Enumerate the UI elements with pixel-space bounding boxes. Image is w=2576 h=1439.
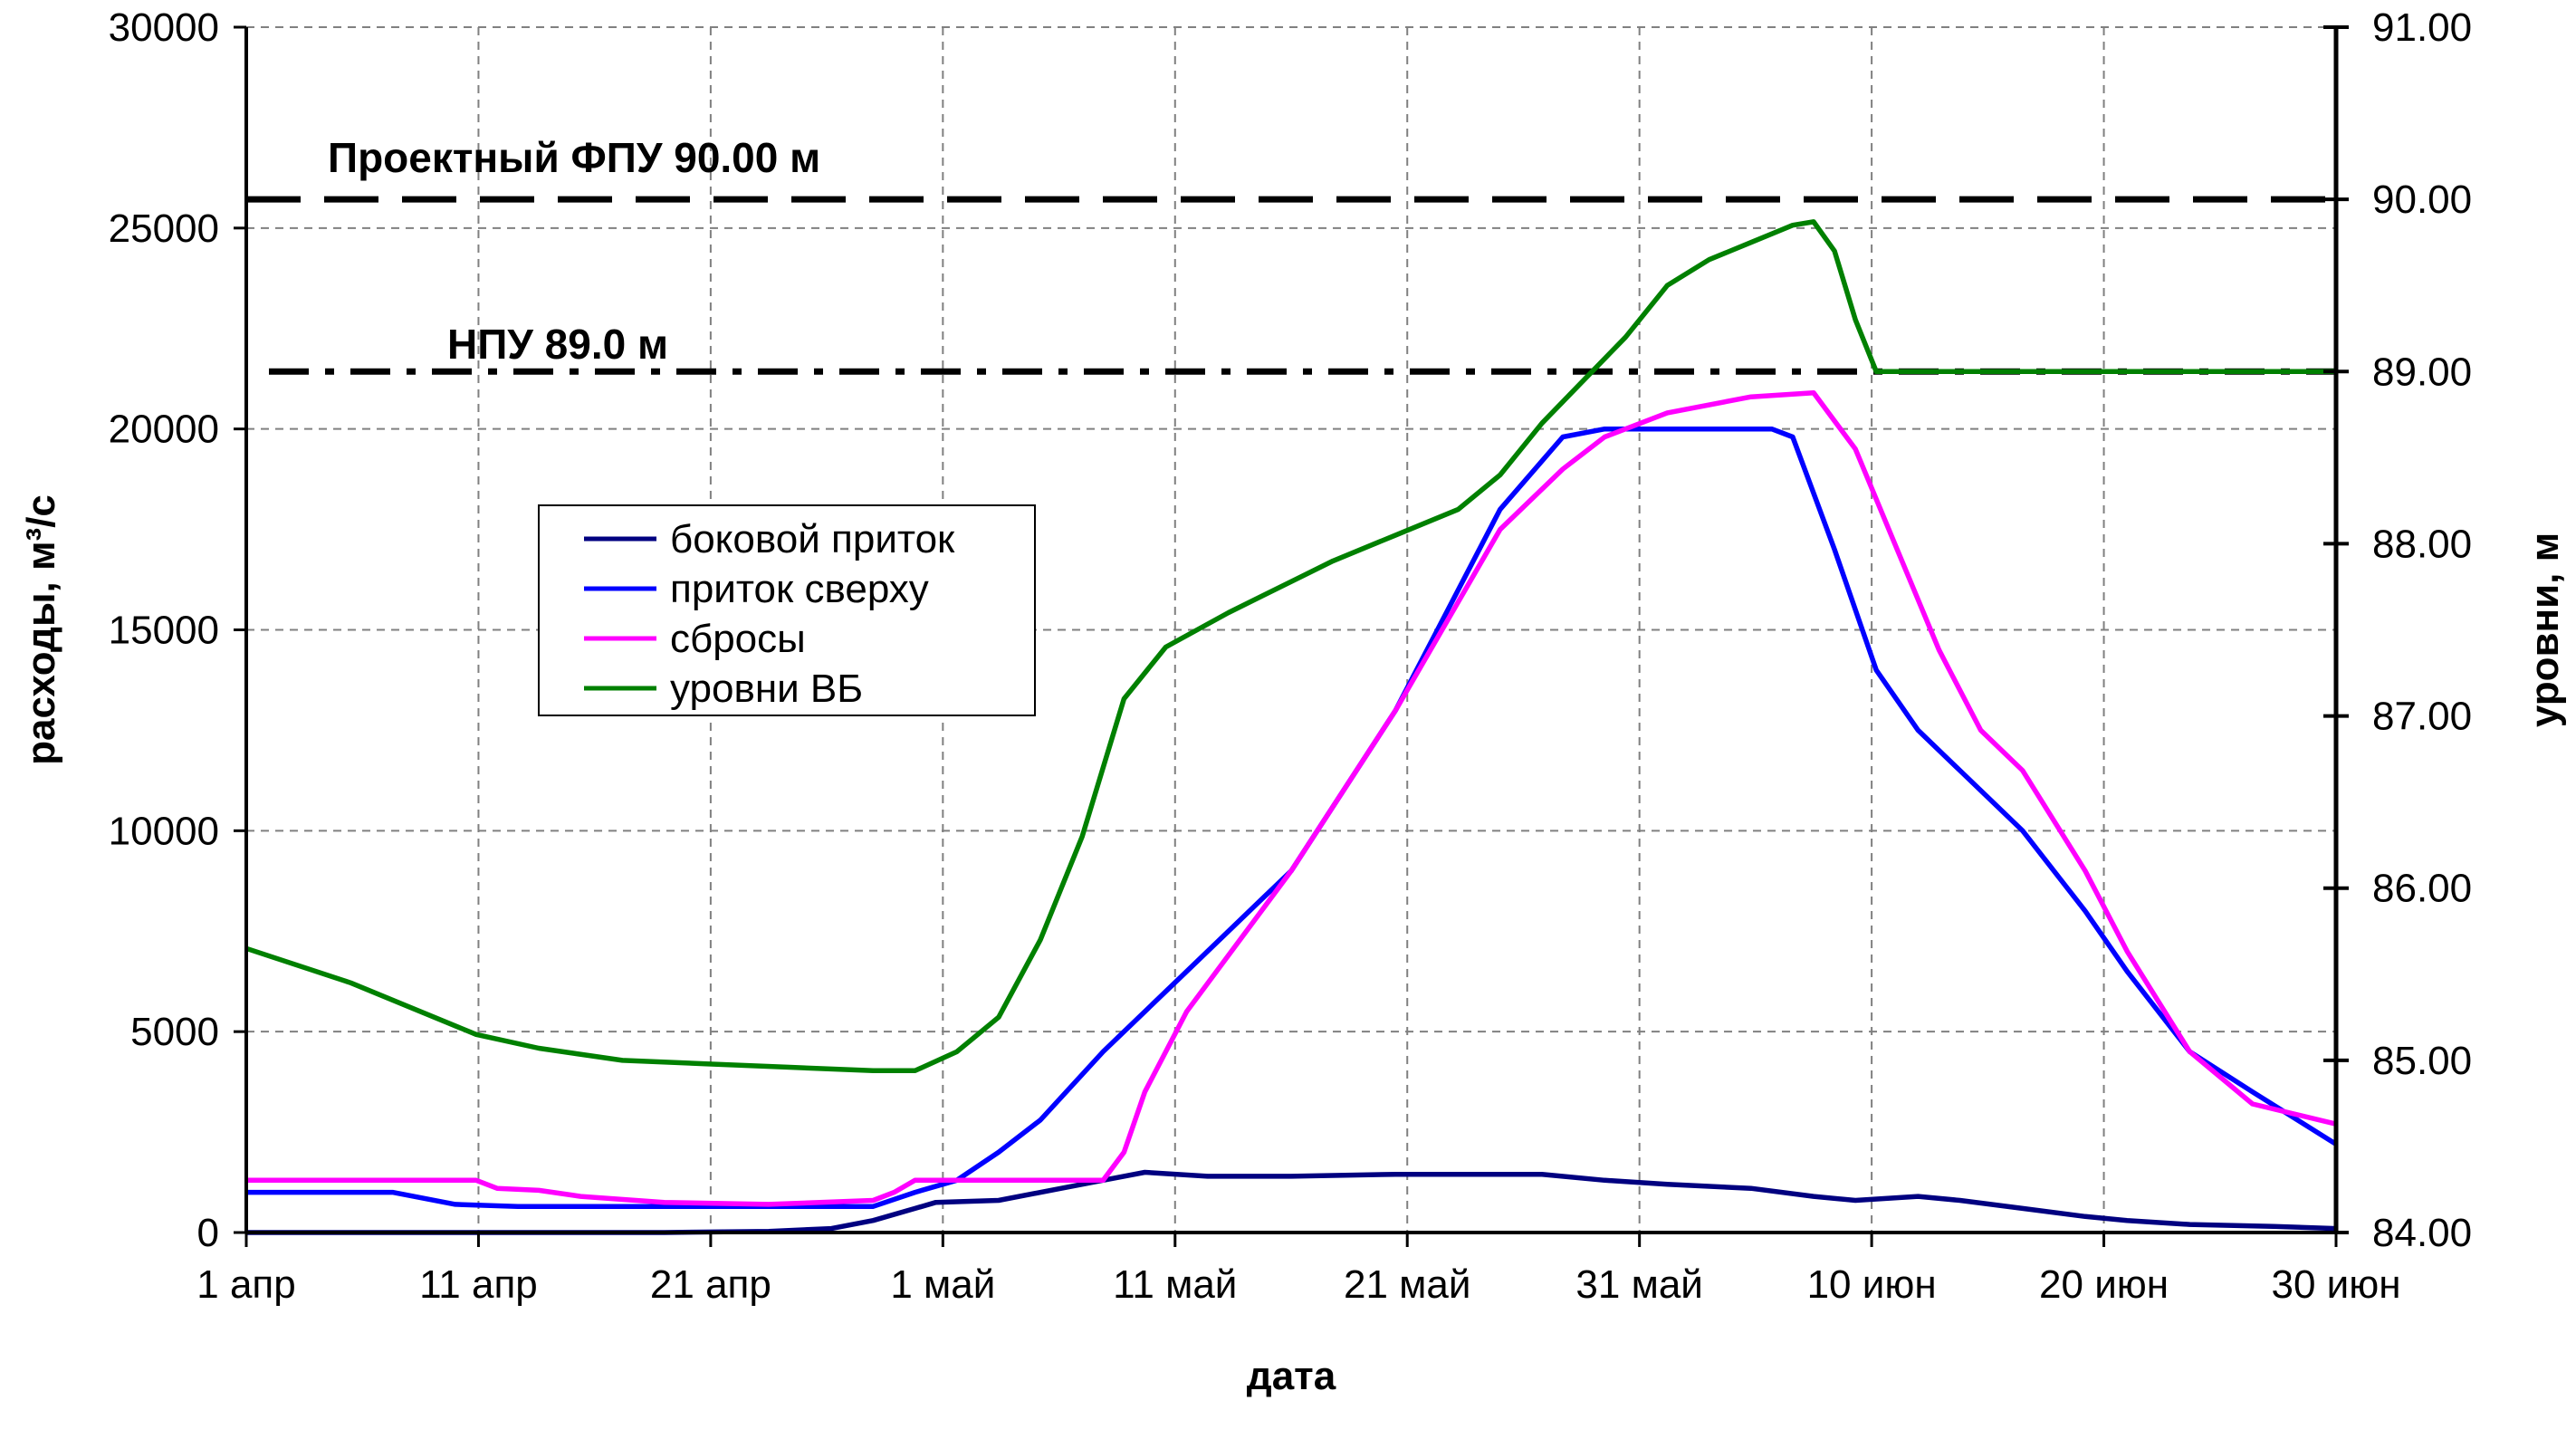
y-left-tick-label: 30000 xyxy=(109,5,219,50)
series-line xyxy=(246,1169,2337,1235)
series-lines xyxy=(245,219,2338,1235)
x-tick-label: 30 июн xyxy=(2271,1262,2400,1307)
y-right-tick-label: 85.00 xyxy=(2372,1039,2472,1083)
y-axis-right-title: уровни, м xyxy=(2523,532,2567,727)
y-axis-left-title: расходы, м³/с xyxy=(19,494,63,765)
y-left-tick-label: 20000 xyxy=(109,408,219,452)
y-right-tick-label: 89.00 xyxy=(2372,350,2472,394)
legend: боковой приток приток сверху сбросы уров… xyxy=(538,504,1036,716)
reference-label-npu: НПУ 89.0 м xyxy=(447,321,668,368)
series-line xyxy=(246,389,2337,1207)
x-tick-label: 11 апр xyxy=(419,1262,538,1307)
x-axis-title: дата xyxy=(1247,1354,1336,1398)
x-tick-label: 21 апр xyxy=(650,1262,771,1307)
x-tick-label: 21 май xyxy=(1344,1262,1470,1307)
series-line xyxy=(246,426,2338,1209)
y-left-tick-label: 0 xyxy=(197,1211,219,1255)
y-left-tick-label: 15000 xyxy=(109,609,219,653)
axes xyxy=(234,25,2349,1247)
series-line xyxy=(245,219,2336,1074)
y-left-tick-label: 10000 xyxy=(109,809,219,853)
tick-labels: 0 5000 10000 15000 20000 25000 30000 1 апр 11 ап… xyxy=(109,5,2472,1307)
y-right-tick-label: 90.00 xyxy=(2372,177,2472,222)
x-tick-label: 31 май xyxy=(1575,1262,1702,1307)
x-tick-label: 10 июн xyxy=(1807,1262,1937,1307)
y-left-tick-label: 25000 xyxy=(109,206,219,251)
y-right-tick-label: 88.00 xyxy=(2372,522,2472,566)
x-tick-label: 11 май xyxy=(1113,1262,1237,1307)
x-tick-label: 1 май xyxy=(890,1262,995,1307)
legend-label-side-inflow: боковой приток xyxy=(670,517,955,561)
y-left-tick-label: 5000 xyxy=(130,1010,219,1054)
legend-label-reservoir-levels: уровни ВБ xyxy=(670,667,863,711)
legend-label-upstream-inflow: приток сверху xyxy=(670,567,929,611)
x-tick-label: 20 июн xyxy=(2039,1262,2169,1307)
y-right-tick-label: 84.00 xyxy=(2372,1211,2472,1255)
legend-label-discharges: сбросы xyxy=(670,617,806,661)
x-tick-label: 1 апр xyxy=(196,1262,295,1307)
y-right-tick-label: 86.00 xyxy=(2372,867,2472,911)
reference-label-fpu: Проектный ФПУ 90.00 м xyxy=(328,134,820,181)
y-right-tick-label: 87.00 xyxy=(2372,695,2472,739)
y-right-tick-label: 91.00 xyxy=(2372,5,2472,50)
